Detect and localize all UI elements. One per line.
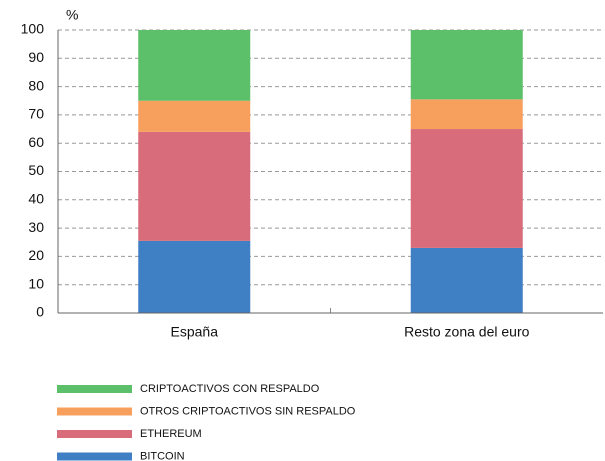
legend-swatch	[57, 407, 132, 416]
bar-segment	[138, 30, 251, 101]
legend-label: ETHEREUM	[140, 428, 202, 440]
bar-segment	[410, 30, 523, 100]
y-tick-label: 20	[28, 247, 44, 263]
bar-segment	[410, 129, 523, 248]
legend-swatch	[57, 385, 132, 393]
y-tick-label: 70	[28, 106, 44, 122]
legend-label: OTROS CRIPTOACTIVOS SIN RESPALDO	[140, 405, 356, 417]
legend-label: BITCOIN	[140, 450, 185, 461]
y-tick-label: 10	[28, 275, 44, 291]
bar-segment	[410, 99, 523, 130]
y-tick-label: 50	[28, 162, 44, 178]
y-tick-label: 40	[28, 191, 44, 207]
y-tick-label: 100	[21, 21, 45, 37]
legend-swatch	[57, 430, 132, 438]
bar-segment	[138, 131, 251, 241]
y-axis-label: %	[66, 7, 78, 23]
y-tick-label: 90	[28, 49, 44, 65]
bar-segment	[138, 240, 251, 313]
bar-segment	[410, 247, 523, 313]
y-tick-label: 0	[36, 304, 44, 320]
x-tick-label: España	[171, 324, 219, 340]
legend-label: CRIPTOACTIVOS CON RESPALDO	[140, 383, 320, 395]
legend-swatch	[57, 452, 132, 461]
x-tick-label: Resto zona del euro	[404, 324, 530, 340]
y-tick-label: 30	[28, 219, 44, 235]
bar-segment	[138, 100, 251, 132]
y-tick-label: 60	[28, 134, 44, 150]
y-tick-label: 80	[28, 77, 44, 93]
